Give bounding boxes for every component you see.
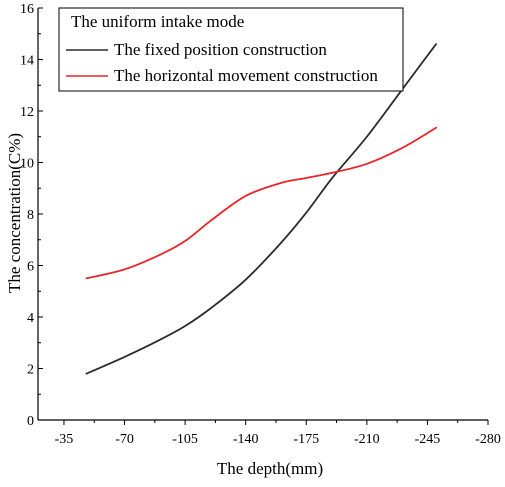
x-tick-label: -210	[354, 432, 380, 447]
y-tick-label: 10	[20, 157, 34, 172]
y-tick-label: 4	[27, 311, 34, 326]
legend-label-fixed: The fixed position construction	[114, 40, 327, 59]
series-line-horizontal-movement	[85, 126, 437, 280]
y-tick-label: 6	[27, 260, 34, 275]
x-tick-label: -35	[55, 432, 74, 447]
x-tick-label: -245	[415, 432, 441, 447]
x-axis-title: The depth(mm)	[217, 459, 323, 478]
x-tick-label: -70	[115, 432, 134, 447]
y-tick-label: 2	[27, 363, 34, 378]
legend-box	[58, 7, 404, 92]
legend-label-horizontal: The horizontal movement construction	[114, 66, 378, 85]
series-line-fixed-position	[85, 43, 437, 375]
y-tick-label: 12	[20, 105, 34, 120]
legend-title: The uniform intake mode	[71, 12, 244, 31]
x-tick-label: -140	[233, 432, 259, 447]
plot-area: 0 2 4 6 8 10 12 14 16 -35 -70 -105 -140 -175 -210 -245 -…	[20, 2, 501, 447]
legend: The uniform intake mode The fixed positi…	[58, 7, 404, 92]
y-axis-title: The concentration(C%)	[5, 133, 24, 293]
y-tick-label: 0	[27, 414, 34, 429]
y-tick-label: 16	[20, 2, 34, 17]
y-tick-label: 8	[27, 208, 34, 223]
x-tick-label: -175	[293, 432, 319, 447]
x-tick-label: -105	[172, 432, 198, 447]
x-tick-label: -280	[475, 432, 501, 447]
y-tick-label: 14	[20, 54, 34, 69]
